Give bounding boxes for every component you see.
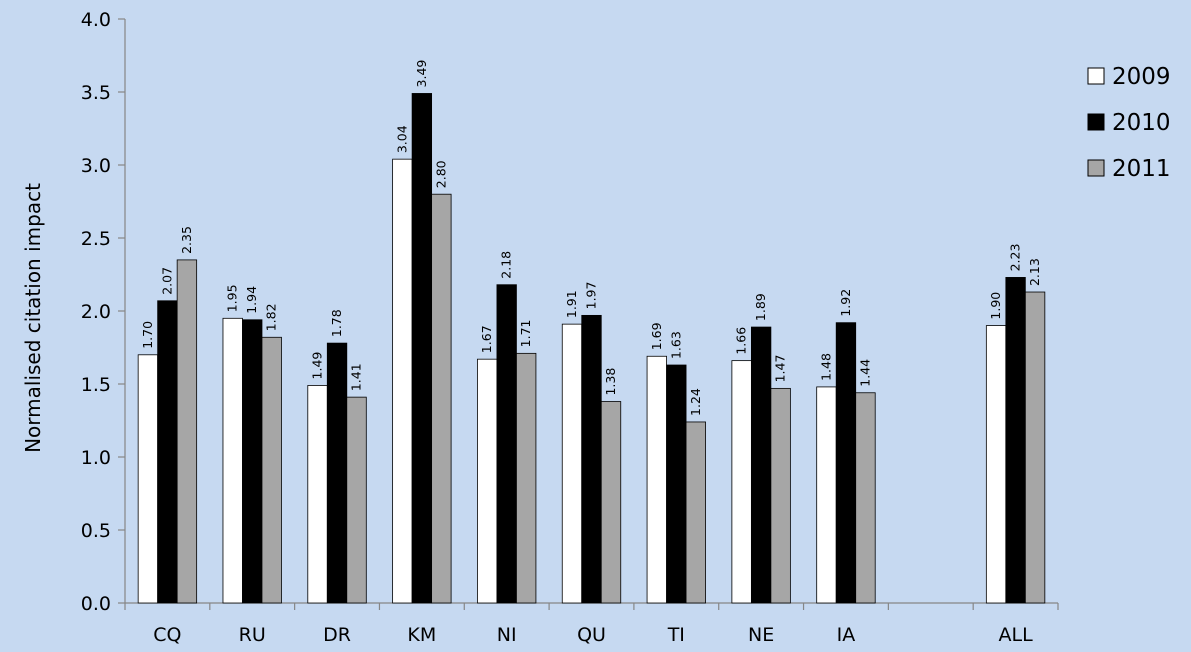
data-label: 1.69 — [649, 322, 664, 350]
data-label: 1.24 — [688, 388, 703, 416]
data-label: 1.94 — [244, 286, 259, 314]
bar-2011-CQ — [176, 259, 198, 604]
bar-2009-KM — [392, 158, 413, 604]
x-tick-label: KM — [407, 624, 436, 646]
data-label: 1.70 — [140, 321, 155, 349]
y-tick-label: 1.5 — [81, 374, 111, 396]
data-label: 1.97 — [584, 282, 599, 310]
data-label: 2.13 — [1027, 258, 1042, 286]
data-label: 1.48 — [818, 353, 833, 381]
data-label: 1.91 — [564, 290, 579, 318]
data-label: 1.78 — [329, 309, 344, 337]
bar-2009-CQ — [137, 354, 159, 604]
bar-2010-RU — [242, 319, 263, 604]
y-tick-label: 3.0 — [81, 155, 111, 177]
bar-2010-QU — [581, 314, 602, 604]
data-label: 1.71 — [518, 319, 533, 347]
x-tick-label: CQ — [153, 624, 181, 646]
data-label: 1.95 — [225, 284, 240, 312]
bar-2010-CQ — [157, 300, 178, 604]
bar-2009-IA — [816, 386, 837, 604]
x-tick-label: RU — [239, 624, 266, 646]
data-label: 3.04 — [394, 125, 409, 153]
bar-2010-DR — [326, 342, 348, 604]
bar-2010-ALL — [1005, 277, 1026, 604]
data-label: 1.41 — [349, 363, 364, 391]
data-label: 1.67 — [479, 325, 494, 353]
data-label: 1.49 — [310, 352, 325, 380]
y-tick-label: 2.0 — [81, 301, 111, 323]
data-label: 1.44 — [857, 359, 872, 387]
data-label: 1.63 — [668, 331, 683, 359]
data-label: 1.92 — [838, 289, 853, 317]
bar-2009-NI — [477, 358, 498, 604]
data-label: 1.89 — [753, 293, 768, 321]
legend-label: 2011 — [1112, 156, 1171, 182]
x-tick-label: IA — [837, 624, 856, 646]
y-tick-label: 2.5 — [81, 228, 111, 250]
bar-2009-QU — [561, 323, 583, 604]
bar-2011-DR — [346, 396, 367, 604]
x-tick-label: TI — [667, 624, 685, 646]
y-axis: 0.0 0.5 1.0 1.5 2.0 2.5 3.0 3.5 4.0 — [81, 9, 126, 615]
data-label: 2.35 — [179, 226, 194, 254]
data-label: 2.80 — [433, 160, 448, 188]
data-label: 2.07 — [159, 267, 174, 295]
x-tick-label: NI — [497, 624, 517, 646]
bar-2010-IA — [835, 322, 857, 604]
y-tick-label: 4.0 — [81, 9, 111, 31]
data-labels: 1.70 2.07 2.35 1.95 1.94 1.82 1.49 1.78 1.41 3.04… — [140, 60, 1042, 416]
bar-2010-NE — [750, 326, 772, 604]
x-tick-label: QU — [577, 624, 606, 646]
bar-2011-KM — [431, 193, 452, 604]
bar-2009-NE — [731, 360, 752, 604]
legend-swatch — [1087, 159, 1105, 177]
bar-2011-RU — [261, 336, 282, 604]
data-label: 1.66 — [734, 327, 749, 355]
legend-label: 2010 — [1112, 110, 1171, 136]
bar-2010-KM — [411, 93, 433, 604]
bar-2011-NI — [516, 352, 537, 604]
y-tick-label: 1.0 — [81, 447, 111, 469]
bar-2009-DR — [307, 385, 328, 604]
bar-2010-TI — [666, 364, 687, 604]
data-label: 2.18 — [499, 251, 514, 279]
legend-label: 2009 — [1112, 64, 1171, 90]
data-label: 1.47 — [773, 355, 788, 383]
data-label: 1.38 — [603, 368, 618, 396]
y-tick-label: 0.0 — [81, 593, 111, 615]
bar-2011-NE — [770, 387, 791, 604]
bars — [137, 93, 1046, 604]
bar-2011-IA — [855, 392, 876, 604]
bar-2009-RU — [222, 317, 243, 604]
data-label: 1.82 — [264, 303, 279, 331]
bar-2011-TI — [685, 421, 706, 604]
bar-2010-NI — [496, 284, 517, 604]
y-tick-label: 0.5 — [81, 520, 111, 542]
y-tick-label: 3.5 — [81, 82, 111, 104]
bar-2009-TI — [646, 355, 667, 604]
x-tick-label: ALL — [999, 624, 1034, 646]
legend-swatch — [1087, 113, 1105, 131]
bar-2011-ALL — [1024, 291, 1046, 604]
data-label: 2.23 — [1008, 244, 1023, 272]
x-tick-label: NE — [748, 624, 774, 646]
legend-swatch — [1087, 67, 1105, 85]
data-label: 3.49 — [414, 60, 429, 88]
y-axis-label: Normalised citation impact — [21, 183, 45, 453]
data-label: 1.90 — [988, 292, 1003, 320]
bar-2011-QU — [600, 401, 622, 604]
x-axis: CQ RU DR KM NI QU TI NE IA ALL — [124, 602, 1059, 646]
legend: 2009 2010 2011 — [1087, 64, 1171, 182]
x-tick-label: DR — [323, 624, 351, 646]
bar-2009-ALL — [985, 325, 1007, 604]
